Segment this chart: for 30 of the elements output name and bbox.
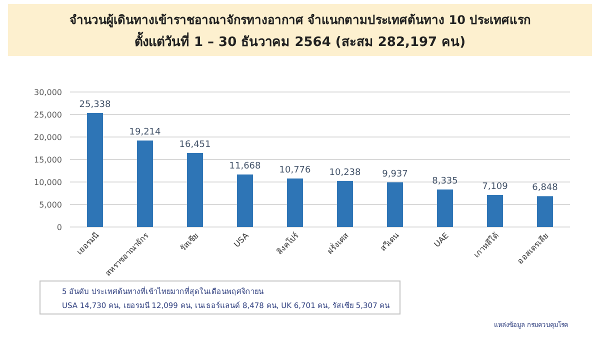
data-label: 7,109 (482, 182, 508, 192)
data-label: 19,214 (129, 128, 162, 138)
bar (137, 140, 153, 227)
data-label: 9,937 (382, 169, 408, 180)
bar (287, 178, 303, 227)
bar (437, 189, 453, 227)
chart-title: จำนวนผู้เดินทางเข้าราชอาณาจักรทางอากาศ จำแนกตามประเทศต้นทาง 10 ประเทศแรก (69, 13, 531, 28)
bar (87, 112, 103, 227)
bar (337, 180, 353, 227)
data-label: 25,338 (79, 100, 112, 110)
y-tick-label: 5,000 (39, 200, 62, 210)
y-tick-label: 20,000 (34, 133, 62, 142)
chart-subtitle: ตั้งแต่วันที่ 1 – 30 ธันวาคม 2564 (สะสม 282,197 คน) (134, 31, 466, 50)
y-tick-label: 15,000 (34, 156, 62, 164)
y-tick-label: 25,000 (34, 110, 62, 120)
y-tick-label: 0 (56, 223, 62, 232)
y-tick-label: 30,000 (34, 88, 62, 97)
x-tick-label: USA (232, 230, 251, 250)
data-label: 10,776 (279, 166, 312, 176)
data-label: 8,335 (432, 176, 458, 186)
bar (187, 152, 203, 227)
data-label: 11,668 (229, 161, 262, 172)
bar (487, 195, 503, 227)
data-label: 16,451 (179, 140, 211, 150)
y-tick-label: 10,000 (34, 178, 62, 187)
bar (237, 174, 253, 227)
data-label: 6,848 (532, 183, 558, 194)
bar (387, 182, 403, 227)
bar (537, 196, 553, 227)
data-label: 10,238 (329, 168, 362, 178)
